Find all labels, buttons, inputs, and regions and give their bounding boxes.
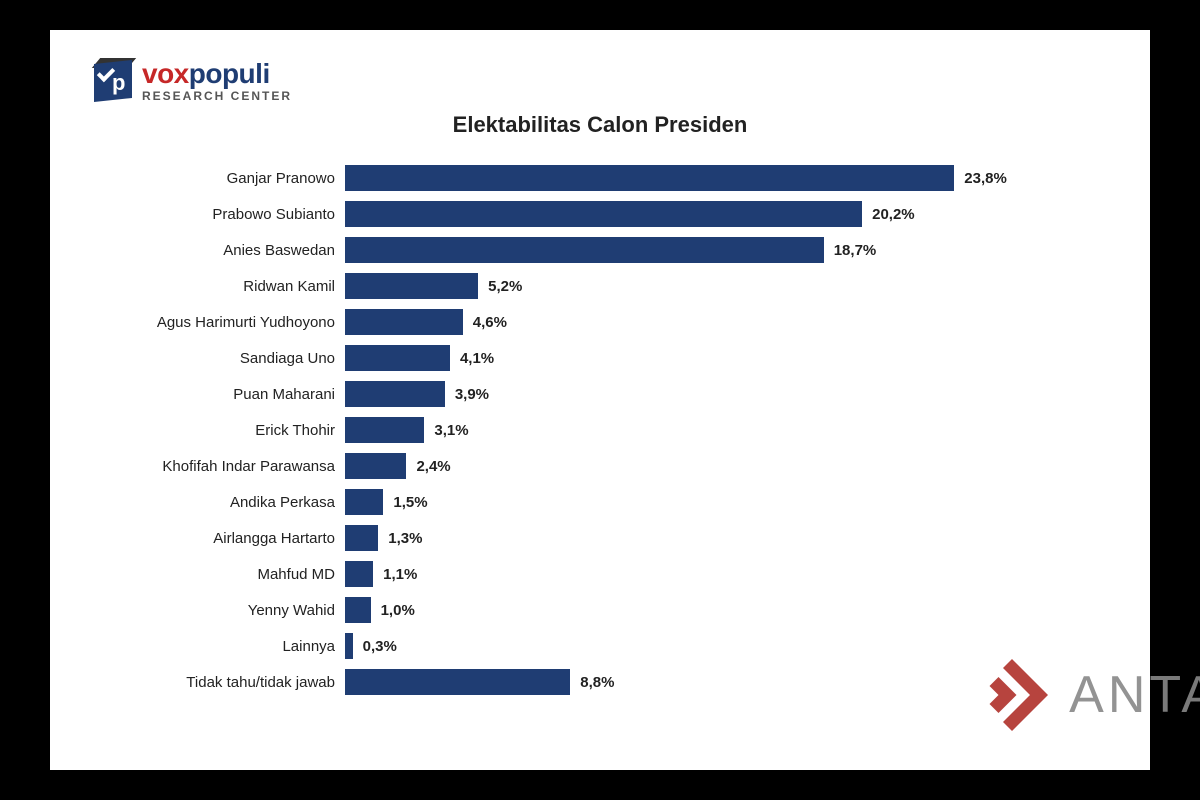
category-label: Airlangga Hartarto [110,530,345,547]
value-label: 20,2% [872,206,915,223]
chart-row: Prabowo Subianto 20,2% [110,196,1050,232]
category-label: Anies Baswedan [110,242,345,259]
category-label: Lainnya [110,638,345,655]
chart-row: Anies Baswedan 18,7% [110,232,1050,268]
category-label: Agus Harimurti Yudhoyono [110,314,345,331]
value-label: 23,8% [964,170,1007,187]
chart-row: Lainnya 0,3% [110,628,1050,664]
logo-text: voxpopuli RESEARCH CENTER [142,60,292,102]
logo: p voxpopuli RESEARCH CENTER [90,58,1110,104]
bar [345,633,353,659]
bar-wrap: 4,6% [345,309,1050,335]
bar-chart: Ganjar Pranowo 23,8% Prabowo Subianto 20,2%… [90,160,1110,700]
bar [345,345,450,371]
category-label: Ridwan Kamil [110,278,345,295]
bar-wrap: 5,2% [345,273,1050,299]
bar-wrap: 3,9% [345,381,1050,407]
bar [345,237,824,263]
category-label: Prabowo Subianto [110,206,345,223]
logo-populi: populi [189,58,270,89]
bar-wrap: 3,1% [345,417,1050,443]
bar [345,453,406,479]
category-label: Sandiaga Uno [110,350,345,367]
value-label: 2,4% [416,458,450,475]
watermark: ANTA [967,650,1200,740]
bar [345,165,954,191]
value-label: 3,1% [434,422,468,439]
chart-row: Erick Thohir 3,1% [110,412,1050,448]
chart-title: Elektabilitas Calon Presiden [90,112,1110,138]
value-label: 5,2% [488,278,522,295]
bar [345,381,445,407]
chart-row: Sandiaga Uno 4,1% [110,340,1050,376]
bar-wrap: 20,2% [345,201,1050,227]
bar-wrap: 1,1% [345,561,1050,587]
category-label: Puan Maharani [110,386,345,403]
bar [345,417,424,443]
value-label: 0,3% [363,638,397,655]
bar-wrap: 8,8% [345,669,1050,695]
value-label: 1,3% [388,530,422,547]
chart-row: Tidak tahu/tidak jawab 8,8% [110,664,1050,700]
logo-subtitle: RESEARCH CENTER [142,90,292,102]
bar-wrap: 1,0% [345,597,1050,623]
bar [345,597,371,623]
chart-row: Andika Perkasa 1,5% [110,484,1050,520]
chart-row: Agus Harimurti Yudhoyono 4,6% [110,304,1050,340]
bar [345,561,373,587]
chart-row: Puan Maharani 3,9% [110,376,1050,412]
bar-wrap: 1,3% [345,525,1050,551]
value-label: 1,5% [393,494,427,511]
value-label: 3,9% [455,386,489,403]
watermark-text: ANTA [1069,665,1200,725]
chart-row: Mahfud MD 1,1% [110,556,1050,592]
chart-row: Khofifah Indar Parawansa 2,4% [110,448,1050,484]
bar [345,201,862,227]
bar [345,273,478,299]
value-label: 1,1% [383,566,417,583]
bar-wrap: 18,7% [345,237,1050,263]
bar [345,489,383,515]
value-label: 4,6% [473,314,507,331]
bar-wrap: 23,8% [345,165,1050,191]
category-label: Yenny Wahid [110,602,345,619]
logo-letter: p [112,70,125,96]
bar-wrap: 1,5% [345,489,1050,515]
value-label: 4,1% [460,350,494,367]
category-label: Mahfud MD [110,566,345,583]
chart-row: Airlangga Hartarto 1,3% [110,520,1050,556]
chart-row: Ganjar Pranowo 23,8% [110,160,1050,196]
chart-row: Yenny Wahid 1,0% [110,592,1050,628]
category-label: Tidak tahu/tidak jawab [110,674,345,691]
bar-wrap: 4,1% [345,345,1050,371]
value-label: 1,0% [381,602,415,619]
category-label: Andika Perkasa [110,494,345,511]
watermark-icon [967,650,1057,740]
category-label: Ganjar Pranowo [110,170,345,187]
bar [345,669,570,695]
value-label: 8,8% [580,674,614,691]
logo-mark-icon: p [90,58,136,104]
bar [345,525,378,551]
bar-wrap: 2,4% [345,453,1050,479]
category-label: Khofifah Indar Parawansa [110,458,345,475]
bar-wrap: 0,3% [345,633,1050,659]
category-label: Erick Thohir [110,422,345,439]
logo-vox: vox [142,58,189,89]
logo-wordmark: voxpopuli [142,60,292,88]
bar [345,309,463,335]
value-label: 18,7% [834,242,877,259]
chart-row: Ridwan Kamil 5,2% [110,268,1050,304]
